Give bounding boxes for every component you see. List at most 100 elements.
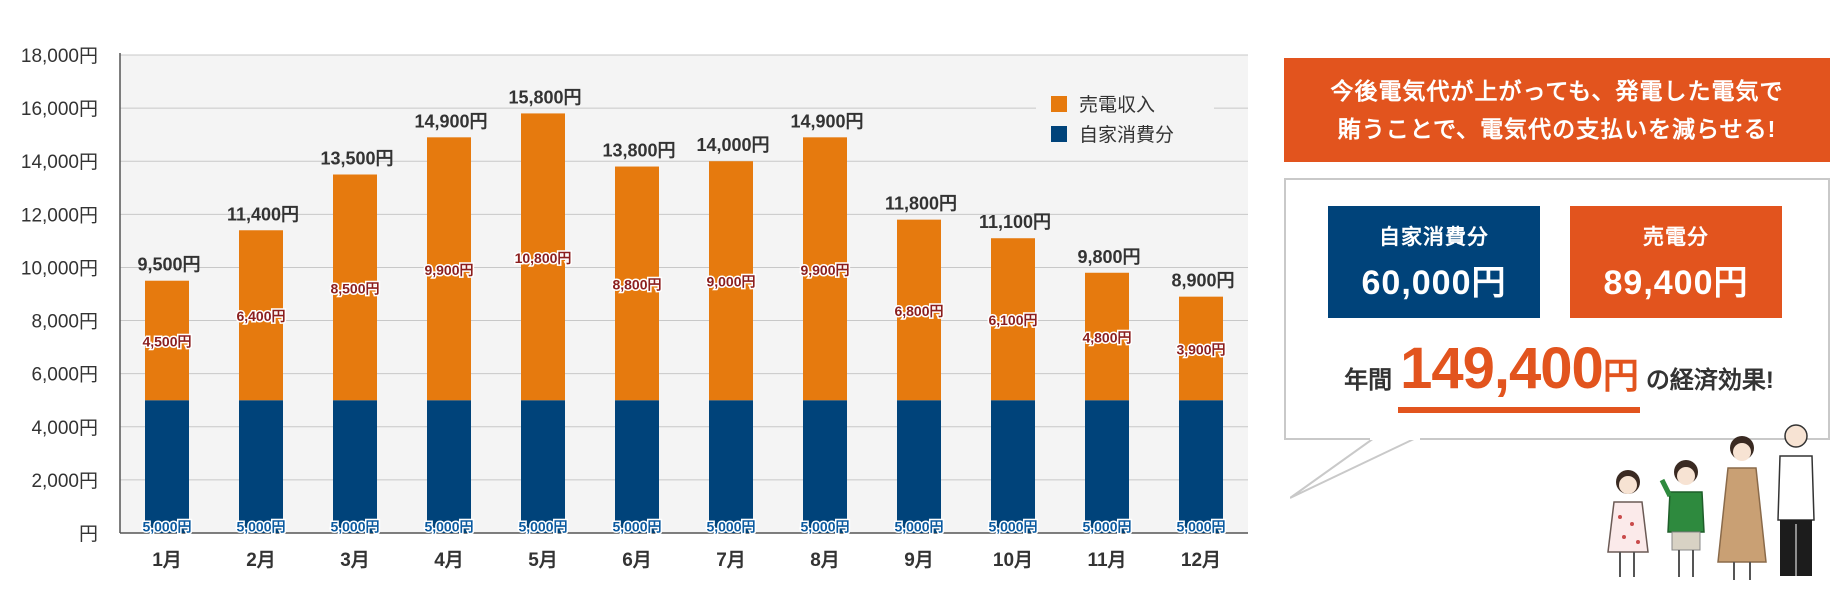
y-tick-label: 4,000円 xyxy=(31,418,98,439)
bar-sale xyxy=(1179,296,1223,401)
bar-sale xyxy=(803,137,847,401)
mother-figure xyxy=(1717,436,1767,580)
bar-self-consumption xyxy=(1085,400,1129,533)
x-tick-label: 3月 xyxy=(340,550,370,571)
bar-label-sale: 8,500円 xyxy=(330,280,379,296)
annual-value: 149,400 xyxy=(1400,336,1604,401)
x-tick-label: 1月 xyxy=(152,550,182,571)
bubble-tail xyxy=(1290,436,1420,499)
boy-figure xyxy=(1659,460,1705,577)
bar-self-consumption xyxy=(615,400,659,533)
bar-self-consumption xyxy=(145,400,189,533)
bar-label-sale: 6,400円 xyxy=(236,308,285,324)
bar-self-consumption xyxy=(333,400,377,533)
bar-label-self-consumption: 5,000円 xyxy=(1176,519,1225,535)
bar-total-label: 13,800円 xyxy=(602,141,675,161)
bar-sale xyxy=(145,280,189,401)
bar-sale xyxy=(991,238,1035,401)
bar-label-sale: 3,900円 xyxy=(1176,341,1225,357)
callout-line-2: 賄うことで、電気代の支払いを減らせる! xyxy=(1337,116,1777,142)
x-tick-label: 4月 xyxy=(434,550,464,571)
bar-total-label: 13,500円 xyxy=(320,149,393,169)
bar-total-label: 14,000円 xyxy=(696,135,769,155)
bar-label-self-consumption: 5,000円 xyxy=(424,519,473,535)
x-tick-label: 6月 xyxy=(622,550,652,571)
x-tick-label: 12月 xyxy=(1181,550,1221,571)
sale-box: 売電分 89,400円 xyxy=(1570,206,1782,318)
y-tick-label: 10,000円 xyxy=(21,258,98,279)
bar-sale xyxy=(1085,272,1129,401)
bar-sale xyxy=(897,219,941,401)
x-tick-label: 8月 xyxy=(810,550,840,571)
callout-line-1: 今後電気代が上がっても、発電した電気で xyxy=(1330,78,1784,104)
bar-label-sale: 4,800円 xyxy=(1082,329,1131,345)
bar-self-consumption xyxy=(897,400,941,533)
bar-label-self-consumption: 5,000円 xyxy=(330,519,379,535)
x-tick-label: 2月 xyxy=(246,550,276,571)
family-illustration xyxy=(1607,424,1815,580)
bar-label-self-consumption: 5,000円 xyxy=(142,519,191,535)
bar-sale xyxy=(615,166,659,401)
y-tick-label: 円 xyxy=(79,524,98,545)
bar-label-sale: 9,900円 xyxy=(424,262,473,278)
bar-sale xyxy=(239,230,283,401)
bar-label-self-consumption: 5,000円 xyxy=(706,519,755,535)
bar-label-self-consumption: 5,000円 xyxy=(800,519,849,535)
bar-self-consumption xyxy=(239,400,283,533)
bar-label-self-consumption: 5,000円 xyxy=(612,519,661,535)
bar-sale xyxy=(709,161,753,401)
bar-label-sale: 8,800円 xyxy=(612,276,661,292)
bar-total-label: 14,900円 xyxy=(414,111,487,131)
bar-total-label: 11,100円 xyxy=(979,212,1051,232)
y-tick-label: 18,000円 xyxy=(21,46,98,67)
bar-label-sale: 10,800円 xyxy=(515,250,572,266)
bar-label-self-consumption: 5,000円 xyxy=(1082,519,1131,535)
y-tick-label: 14,000円 xyxy=(21,152,98,173)
y-tick-label: 6,000円 xyxy=(31,365,98,386)
legend-swatch xyxy=(1051,96,1067,112)
annual-suffix: の経済効果! xyxy=(1645,367,1774,394)
father-figure xyxy=(1777,424,1815,576)
bar-total-label: 9,500円 xyxy=(137,255,200,275)
bar-self-consumption xyxy=(427,400,471,533)
x-tick-label: 7月 xyxy=(716,550,746,571)
bar-self-consumption xyxy=(709,400,753,533)
bar-label-sale: 6,100円 xyxy=(988,312,1037,328)
y-tick-label: 8,000円 xyxy=(31,312,98,333)
x-tick-label: 5月 xyxy=(528,550,558,571)
legend-label: 売電収入 xyxy=(1079,94,1155,116)
annual-prefix: 年間 xyxy=(1344,367,1393,394)
x-tick-label: 9月 xyxy=(904,550,934,571)
legend-swatch xyxy=(1051,126,1067,142)
bar-self-consumption xyxy=(803,400,847,533)
bar-total-label: 8,900円 xyxy=(1171,271,1234,291)
bar-sale xyxy=(333,174,377,401)
bar-label-sale: 4,500円 xyxy=(142,333,191,349)
y-tick-label: 2,000円 xyxy=(31,471,98,492)
bar-self-consumption xyxy=(521,400,565,533)
self-consumption-value: 60,000円 xyxy=(1361,263,1507,302)
bar-label-self-consumption: 5,000円 xyxy=(236,519,285,535)
bar-total-label: 15,800円 xyxy=(508,87,581,107)
bar-sale xyxy=(521,113,565,401)
self-consumption-label: 自家消費分 xyxy=(1379,225,1489,249)
bar-total-label: 14,900円 xyxy=(790,111,863,131)
bar-label-sale: 9,900円 xyxy=(800,262,849,278)
bar-sale xyxy=(427,137,471,401)
bar-label-self-consumption: 5,000円 xyxy=(518,519,567,535)
annual-unit: 円 xyxy=(1602,355,1639,396)
callout-header: 今後電気代が上がっても、発電した電気で 賄うことで、電気代の支払いを減らせる! xyxy=(1284,58,1830,162)
bar-label-sale: 9,000円 xyxy=(706,274,755,290)
bar-label-self-consumption: 5,000円 xyxy=(988,519,1037,535)
girl-figure xyxy=(1607,470,1649,577)
annual-effect: 年間 149,400円 の経済効果! xyxy=(1316,338,1802,418)
stacked-bar-chart: 円 2,000円 4,000円 6,000円 8,000円 10,000円 12,000円 1… xyxy=(21,46,1248,571)
x-tick-label: 10月 xyxy=(993,550,1033,571)
bar-total-label: 9,800円 xyxy=(1077,247,1140,267)
bar-label-self-consumption: 5,000円 xyxy=(894,519,943,535)
bar-self-consumption xyxy=(991,400,1035,533)
x-tick-label: 11月 xyxy=(1087,550,1126,571)
sale-value: 89,400円 xyxy=(1603,263,1749,302)
y-tick-label: 16,000円 xyxy=(21,99,98,120)
y-tick-label: 12,000円 xyxy=(21,205,98,226)
